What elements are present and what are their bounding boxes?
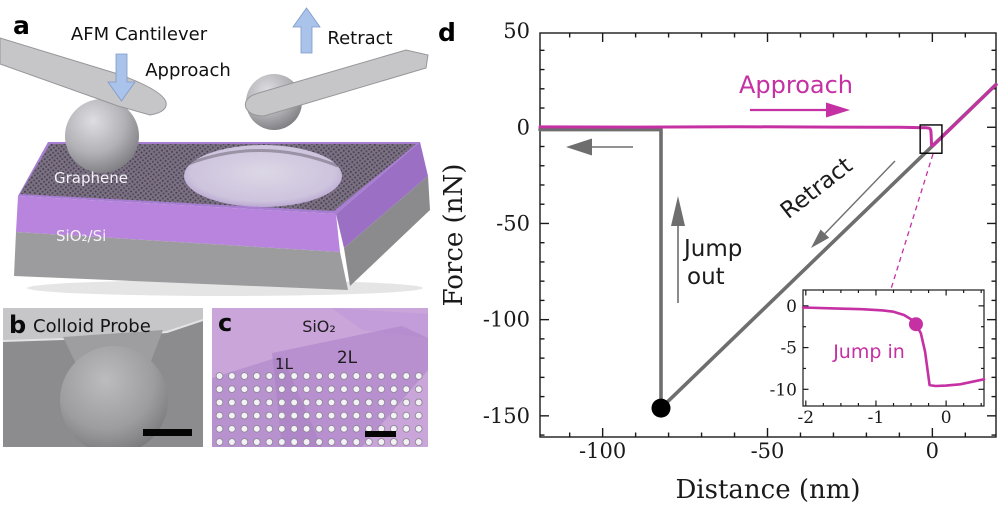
jump-in-marker bbox=[908, 317, 923, 332]
suspended-drum bbox=[184, 145, 342, 207]
approach-label: Approach bbox=[739, 71, 853, 99]
panel-c-label: c bbox=[218, 309, 232, 337]
x-tick-label: -50 bbox=[751, 439, 785, 463]
jump-in-label: Jump in bbox=[832, 341, 905, 363]
substrate-slab bbox=[14, 142, 430, 290]
panel-d-label: d bbox=[438, 18, 456, 47]
approach-label-a: Approach bbox=[145, 60, 231, 81]
scale-bar-b bbox=[143, 429, 192, 436]
x-tick-label: 0 bbox=[926, 439, 939, 463]
y-tick-label: -100 bbox=[483, 308, 530, 332]
move-left-arrow bbox=[566, 138, 633, 156]
y-tick-label: -50 bbox=[496, 211, 530, 235]
panel-a-label: a bbox=[13, 11, 30, 40]
approach-down-arrow-icon bbox=[107, 53, 136, 102]
inset-y-tick-label: -10 bbox=[770, 380, 797, 400]
x-tick-label: -100 bbox=[579, 439, 626, 463]
pull-off-marker bbox=[651, 398, 671, 418]
afm-cantilever-label: AFM Cantilever bbox=[71, 24, 208, 45]
retract-curve bbox=[538, 82, 998, 410]
flake-bilayer bbox=[272, 326, 428, 447]
substrate-label: SiO₂/Si bbox=[56, 227, 106, 245]
hole-array bbox=[215, 372, 423, 446]
inset-x-tick-label: 0 bbox=[941, 408, 952, 428]
jump-out-label-line1: Jump bbox=[682, 236, 742, 262]
jump-out-arrow bbox=[671, 196, 685, 303]
inset-x-tick-label: -2 bbox=[798, 408, 815, 428]
x-axis-title: Distance (nm) bbox=[675, 475, 860, 505]
inset-y-tick-label: -5 bbox=[780, 339, 797, 359]
retract-label-a: Retract bbox=[327, 28, 392, 49]
jump-out-label-line2: out bbox=[687, 264, 725, 290]
panel-b-sem: b Colloid Probe bbox=[3, 308, 203, 447]
inset-y-tick-label: 0 bbox=[786, 297, 797, 317]
bilayer-label: 2L bbox=[337, 348, 358, 368]
approach-direction-arrow bbox=[750, 102, 850, 118]
y-tick-label: -150 bbox=[483, 404, 530, 428]
colloid-sphere-left bbox=[65, 99, 139, 173]
inset-x-tick-label: -1 bbox=[868, 408, 885, 428]
oxide-label: SiO₂ bbox=[302, 317, 336, 336]
cantilever-left bbox=[0, 37, 167, 116]
panel-b-title: Colloid Probe bbox=[33, 316, 151, 337]
retract-direction-arrow bbox=[811, 160, 896, 248]
monolayer-label: 1L bbox=[275, 355, 294, 373]
panel-a-schematic: a AFM Cantilever Approach Retract Graphe… bbox=[0, 7, 430, 296]
retract-label: Retract bbox=[776, 153, 858, 225]
y-tick-label: 50 bbox=[503, 19, 530, 43]
panel-c-optical: c SiO₂ 1L 2L bbox=[212, 308, 428, 447]
main-axes bbox=[539, 32, 997, 438]
approach-curve bbox=[538, 83, 998, 148]
retract-up-arrow-icon bbox=[292, 7, 321, 54]
inset-connector bbox=[890, 153, 934, 290]
graphene-label: Graphene bbox=[54, 169, 128, 187]
y-tick-label: 0 bbox=[517, 115, 530, 139]
cantilever-right bbox=[244, 49, 429, 117]
probe-sphere bbox=[60, 346, 168, 447]
drape-rim bbox=[187, 149, 339, 168]
panel-b-label: b bbox=[9, 311, 26, 339]
y-axis-title: Force (nN) bbox=[439, 164, 469, 307]
scale-bar-c bbox=[365, 431, 396, 437]
zoom-region-box bbox=[919, 124, 943, 154]
